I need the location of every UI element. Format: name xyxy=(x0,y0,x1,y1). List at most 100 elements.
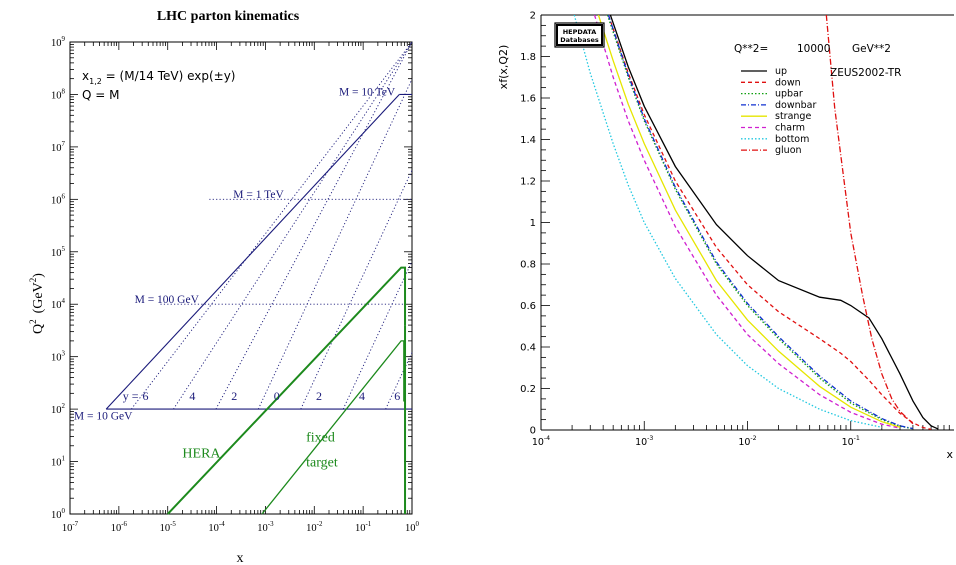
y-tick-label-exp: 9 xyxy=(62,36,66,43)
y-tick-label-exp: 0 xyxy=(62,508,66,515)
y-tick-label: 0.4 xyxy=(520,343,536,354)
series-line-charm xyxy=(593,15,901,429)
logo-line-1: HEPDATA xyxy=(563,28,597,36)
y-tick-label: 0.6 xyxy=(520,301,536,312)
legend-label-upbar: upbar xyxy=(775,89,803,100)
series-line-gluon xyxy=(825,15,914,425)
x-tick-label: 10-2 xyxy=(306,521,323,534)
x-tick-label-base: 10 xyxy=(306,523,317,534)
x-tick-labels: 10-7 10-6 10-5 10-4 10-3 10-2 10-1 100 xyxy=(62,521,420,534)
y-label-unit-exp: 2 xyxy=(28,278,38,283)
rapidity-label: 4 xyxy=(359,389,365,403)
formula-rest: = (M/14 TeV) exp(±y) xyxy=(102,69,236,83)
y-tick-label: 106 xyxy=(51,193,66,206)
mass-label: M = 100 GeV xyxy=(135,294,200,306)
tick-marks xyxy=(540,14,950,431)
x-tick-label-base: 10 xyxy=(355,523,366,534)
q2-value: 10000 xyxy=(797,43,830,55)
x-tick-label-base: 10 xyxy=(635,437,647,448)
fixed-target-boundary xyxy=(261,340,405,515)
y-tick-label: 103 xyxy=(51,351,66,364)
x-tick-label-exp: 0 xyxy=(416,521,420,528)
hepdata-logo: HEPDATA Databases xyxy=(554,22,605,48)
y-tick-label-exp: 3 xyxy=(62,351,66,358)
experiment-boundaries xyxy=(166,266,407,515)
y-tick-label: 104 xyxy=(51,298,66,311)
y-tick-label: 0.8 xyxy=(520,260,536,271)
x-tick-label-exp: -1 xyxy=(854,435,860,442)
y-tick-label: 108 xyxy=(51,88,66,101)
y-axis-label: xf(x,Q2) xyxy=(497,45,510,90)
rapidity-line-dotted xyxy=(385,352,413,410)
y-tick-label: 105 xyxy=(51,246,66,259)
x-tick-label: 10-2 xyxy=(738,435,756,448)
y-tick-label-base: 10 xyxy=(51,510,62,521)
rapidity-label: 2 xyxy=(316,389,322,403)
x-axis-label: x xyxy=(237,551,244,565)
pdf-set-label: ZEUS2002-TR xyxy=(830,67,901,79)
y-tick-label-base: 10 xyxy=(51,38,62,49)
x-tick-label-exp: -4 xyxy=(544,435,550,442)
pdf-curves xyxy=(573,15,939,430)
mass-label: M = 10 GeV xyxy=(74,411,133,423)
formula-line-1: x1,2 = (M/14 TeV) exp(±y) xyxy=(82,69,235,86)
y-tick-label-base: 10 xyxy=(51,143,62,154)
legend-label-strange: strange xyxy=(775,111,811,122)
q2-unit: GeV**2 xyxy=(852,43,891,55)
y-label-q-exp: 2 xyxy=(28,319,38,324)
y-tick-label: 102 xyxy=(51,403,66,416)
x-tick-label-base: 10 xyxy=(532,437,544,448)
formula-line-2: Q = M xyxy=(82,88,119,102)
y-tick-label: 1 xyxy=(530,218,536,229)
series-line-upbar xyxy=(606,15,914,430)
formula-x: x xyxy=(82,69,89,83)
y-tick-label: 1.6 xyxy=(520,94,536,105)
boundary-upper-diagonal xyxy=(105,94,400,410)
y-tick-label-exp: 4 xyxy=(62,298,66,305)
y-tick-label: 2 xyxy=(530,11,536,22)
x-tick-label-base: 10 xyxy=(111,523,122,534)
legend-label-bottom: bottom xyxy=(775,134,809,145)
region-label: target xyxy=(306,456,338,471)
series-line-up xyxy=(609,15,939,430)
y-label-q: Q xyxy=(31,324,46,334)
y-tick-labels: 0 0.2 0.4 0.6 0.8 1 1.2 1.4 1.6 1.8 2 xyxy=(520,11,536,437)
x-axis-label: x xyxy=(946,448,953,461)
region-label: HERA xyxy=(182,446,221,461)
legend-label-up: up xyxy=(775,66,787,77)
lhc-kinematics-chart: LHC parton kinematics 10-7 10-6 10-5 10-4 10… xyxy=(28,9,420,565)
kinematic-lines xyxy=(105,41,413,410)
y-tick-label-exp: 7 xyxy=(62,141,66,148)
legend-label-down: down xyxy=(775,77,801,88)
x-tick-label: 100 xyxy=(405,521,420,534)
rapidity-label: 6 xyxy=(142,389,148,403)
x-tick-label-base: 10 xyxy=(62,523,73,534)
x-tick-label: 10-5 xyxy=(160,521,177,534)
logo-line-2: Databases xyxy=(560,36,599,44)
y-tick-label-base: 10 xyxy=(51,90,62,101)
x-tick-label-base: 10 xyxy=(208,523,219,534)
x-tick-label: 10-4 xyxy=(532,435,550,448)
rapidity-label: 4 xyxy=(189,389,195,403)
y-tick-label-exp: 1 xyxy=(62,456,66,463)
y-tick-label-base: 10 xyxy=(51,405,62,416)
rapidity-line-dotted xyxy=(130,41,413,410)
rapidity-label: 0 xyxy=(274,389,280,403)
y-tick-label-exp: 8 xyxy=(62,88,66,95)
x-tick-label-exp: -1 xyxy=(366,521,372,528)
y-axis-label: Q2(GeV2) xyxy=(28,273,46,334)
x-tick-label: 10-1 xyxy=(355,521,372,534)
series-line-bottom xyxy=(573,15,882,428)
legend-label-charm: charm xyxy=(775,123,805,134)
y-tick-label: 0.2 xyxy=(520,384,536,395)
legend-label-gluon: gluon xyxy=(775,145,802,156)
x-tick-label: 10-7 xyxy=(62,521,79,534)
region-labels: M = 10 TeV M = 1 TeV M = 100 GeV M = 10 GeV… xyxy=(74,87,400,471)
region-label: fixed xyxy=(306,431,335,446)
x-tick-label-exp: -2 xyxy=(750,435,756,442)
y-tick-label: 101 xyxy=(51,456,66,469)
mass-label: M = 1 TeV xyxy=(233,189,284,201)
